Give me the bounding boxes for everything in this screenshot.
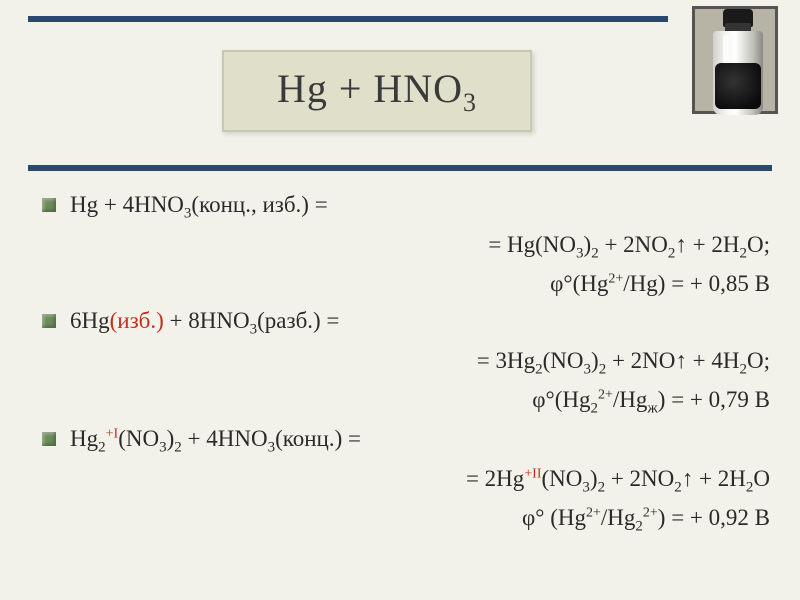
eq-text: ) bbox=[590, 466, 598, 491]
eq-sub: ж bbox=[647, 400, 657, 416]
eq-text: + 2NO bbox=[606, 348, 675, 373]
eq3-lhs: Hg2+I(NO3)2 + 4HNO3(конц.) = bbox=[42, 422, 770, 459]
eq-text: = Hg(NO bbox=[488, 232, 576, 257]
eq-text: /Hg bbox=[601, 505, 636, 530]
eq-sub: 3 bbox=[576, 246, 584, 262]
eq-highlight: +I bbox=[106, 426, 119, 441]
eq-sup: 2+ bbox=[586, 506, 601, 521]
eq-text: φ°(Hg bbox=[532, 387, 590, 412]
top-accent-bar bbox=[28, 16, 668, 22]
eq-text: Hg + 4HNO bbox=[70, 192, 184, 217]
eq-text: + 4H bbox=[687, 348, 740, 373]
eq-sub: 2 bbox=[674, 480, 682, 496]
eq-text: O; bbox=[747, 232, 770, 257]
eq2-rhs: = 3Hg2(NO3)2 + 2NO↑ + 4H2O; bbox=[42, 343, 770, 381]
eq-text: 6Hg bbox=[70, 308, 110, 333]
eq-text: + 2H bbox=[693, 466, 746, 491]
eq-text: (NO bbox=[118, 426, 159, 451]
title-box: Hg + HNO3 bbox=[222, 50, 532, 132]
eq-text: + 4HNO bbox=[182, 426, 268, 451]
bullet-icon bbox=[42, 432, 56, 446]
eq-text: (NO bbox=[542, 466, 583, 491]
eq-sup: 2+ bbox=[608, 272, 623, 287]
eq-sub: 2 bbox=[740, 361, 748, 377]
eq-text: = 3Hg bbox=[477, 348, 535, 373]
eq1-potential: φ°(Hg2+/Hg) = + 0,85 В bbox=[42, 267, 770, 302]
title-text: Hg + HNO3 bbox=[277, 65, 477, 118]
eq-sub: 2 bbox=[591, 246, 599, 262]
arrow-icon: ↑ bbox=[675, 347, 687, 373]
eq-sub: 2 bbox=[635, 519, 643, 535]
eq-sub: 2 bbox=[591, 400, 599, 416]
eq-text: + 2NO bbox=[605, 466, 674, 491]
title-sub: 3 bbox=[463, 88, 477, 117]
eq-sub: 3 bbox=[250, 321, 258, 337]
eq-text: + 2H bbox=[687, 232, 740, 257]
eq-text: O bbox=[753, 466, 770, 491]
eq-highlight: (изб.) bbox=[110, 308, 164, 333]
eq-text: O; bbox=[747, 348, 770, 373]
eq-note: (конц.) = bbox=[275, 426, 361, 451]
eq-text: (NO bbox=[543, 348, 584, 373]
eq2-potential: φ°(Hg22+/Hgж) = + 0,79 В bbox=[42, 383, 770, 420]
eq-note: (разб.) = bbox=[257, 308, 339, 333]
eq-sup: 2+ bbox=[643, 506, 658, 521]
eq1-lhs: Hg + 4HNO3(конц., изб.) = bbox=[42, 188, 770, 225]
eq-text: = 2Hg bbox=[466, 466, 524, 491]
eq-text: ) = + 0,92 В bbox=[658, 505, 770, 530]
eq-text: /Hg bbox=[613, 387, 648, 412]
eq-text: + 8HNO bbox=[164, 308, 250, 333]
eq1-rhs: = Hg(NO3)2 + 2NO2↑ + 2H2O; bbox=[42, 227, 770, 265]
eq-text: /Hg) = + 0,85 В bbox=[623, 271, 770, 296]
eq-sub: 2 bbox=[174, 440, 182, 456]
eq-text: ) = + 0,79 В bbox=[658, 387, 770, 412]
bullet-icon bbox=[42, 198, 56, 212]
mercury-photo bbox=[692, 6, 778, 114]
eq-text: + 2NO bbox=[599, 232, 668, 257]
eq3-potential: φ° (Hg2+/Hg22+) = + 0,92 В bbox=[42, 501, 770, 538]
eq-highlight: +II bbox=[524, 466, 541, 481]
separator-bar bbox=[28, 165, 772, 171]
eq-text: ) bbox=[591, 348, 599, 373]
eq-sub: 2 bbox=[98, 440, 106, 456]
eq3-rhs: = 2Hg+II(NO3)2 + 2NO2↑ + 2H2O bbox=[42, 461, 770, 499]
arrow-icon: ↑ bbox=[682, 465, 694, 491]
eq-sup: 2+ bbox=[598, 387, 613, 402]
eq-sub: 2 bbox=[740, 246, 748, 262]
eq-text: Hg bbox=[70, 426, 98, 451]
title-main: Hg + HNO bbox=[277, 66, 463, 111]
eq2-lhs: 6Hg(изб.) + 8HNO3(разб.) = bbox=[42, 304, 770, 341]
eq-sub: 3 bbox=[582, 480, 590, 496]
arrow-icon: ↑ bbox=[675, 231, 687, 257]
eq-note: (конц., изб.) = bbox=[191, 192, 327, 217]
eq-sub: 2 bbox=[535, 361, 543, 377]
bullet-icon bbox=[42, 314, 56, 328]
eq-sub: 3 bbox=[159, 440, 167, 456]
eq-sub: 3 bbox=[268, 440, 276, 456]
equations-block: Hg + 4HNO3(конц., изб.) = = Hg(NO3)2 + 2… bbox=[42, 188, 770, 540]
eq-sub: 2 bbox=[598, 480, 606, 496]
eq-sub: 3 bbox=[584, 361, 592, 377]
eq-text: φ°(Hg bbox=[550, 271, 608, 296]
eq-text: φ° (Hg bbox=[522, 505, 586, 530]
